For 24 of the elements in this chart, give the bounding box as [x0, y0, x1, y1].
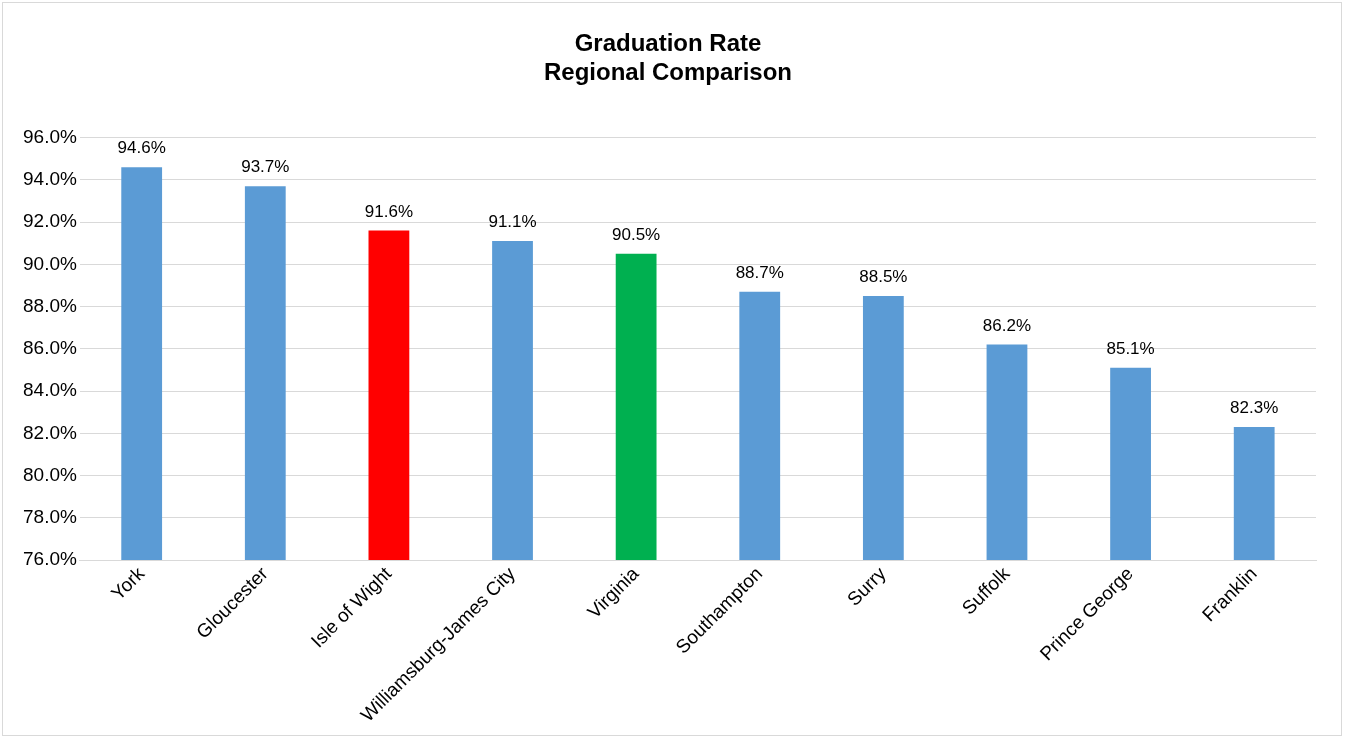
y-tick-label: 88.0% — [23, 294, 77, 316]
data-label: 91.1% — [488, 212, 537, 232]
y-tick-label: 92.0% — [23, 210, 77, 232]
y-tick-label: 90.0% — [23, 252, 77, 274]
y-tick-label: 78.0% — [23, 506, 77, 528]
y-tick-label: 82.0% — [23, 421, 77, 443]
chart-subtitle: Regional Comparison — [543, 57, 793, 85]
data-label: 90.5% — [612, 224, 661, 244]
data-label: 85.1% — [1106, 339, 1155, 359]
data-label: 93.7% — [241, 157, 290, 177]
y-tick-label: 76.0% — [23, 548, 77, 570]
data-label: 82.3% — [1230, 398, 1279, 418]
y-tick-label: 80.0% — [23, 463, 77, 485]
data-label: 88.7% — [735, 262, 784, 282]
y-tick-label: 96.0% — [23, 125, 77, 147]
data-label: 91.6% — [364, 201, 414, 221]
chart-title: Graduation Rate — [574, 29, 762, 57]
y-tick-label: 84.0% — [23, 379, 77, 401]
x-tick-label: York — [106, 562, 149, 605]
data-label: 86.2% — [982, 315, 1032, 335]
data-label: 94.6% — [117, 138, 166, 158]
y-tick-label: 86.0% — [23, 337, 77, 359]
y-tick-label: 94.0% — [23, 168, 77, 190]
data-label: 88.5% — [859, 267, 908, 287]
